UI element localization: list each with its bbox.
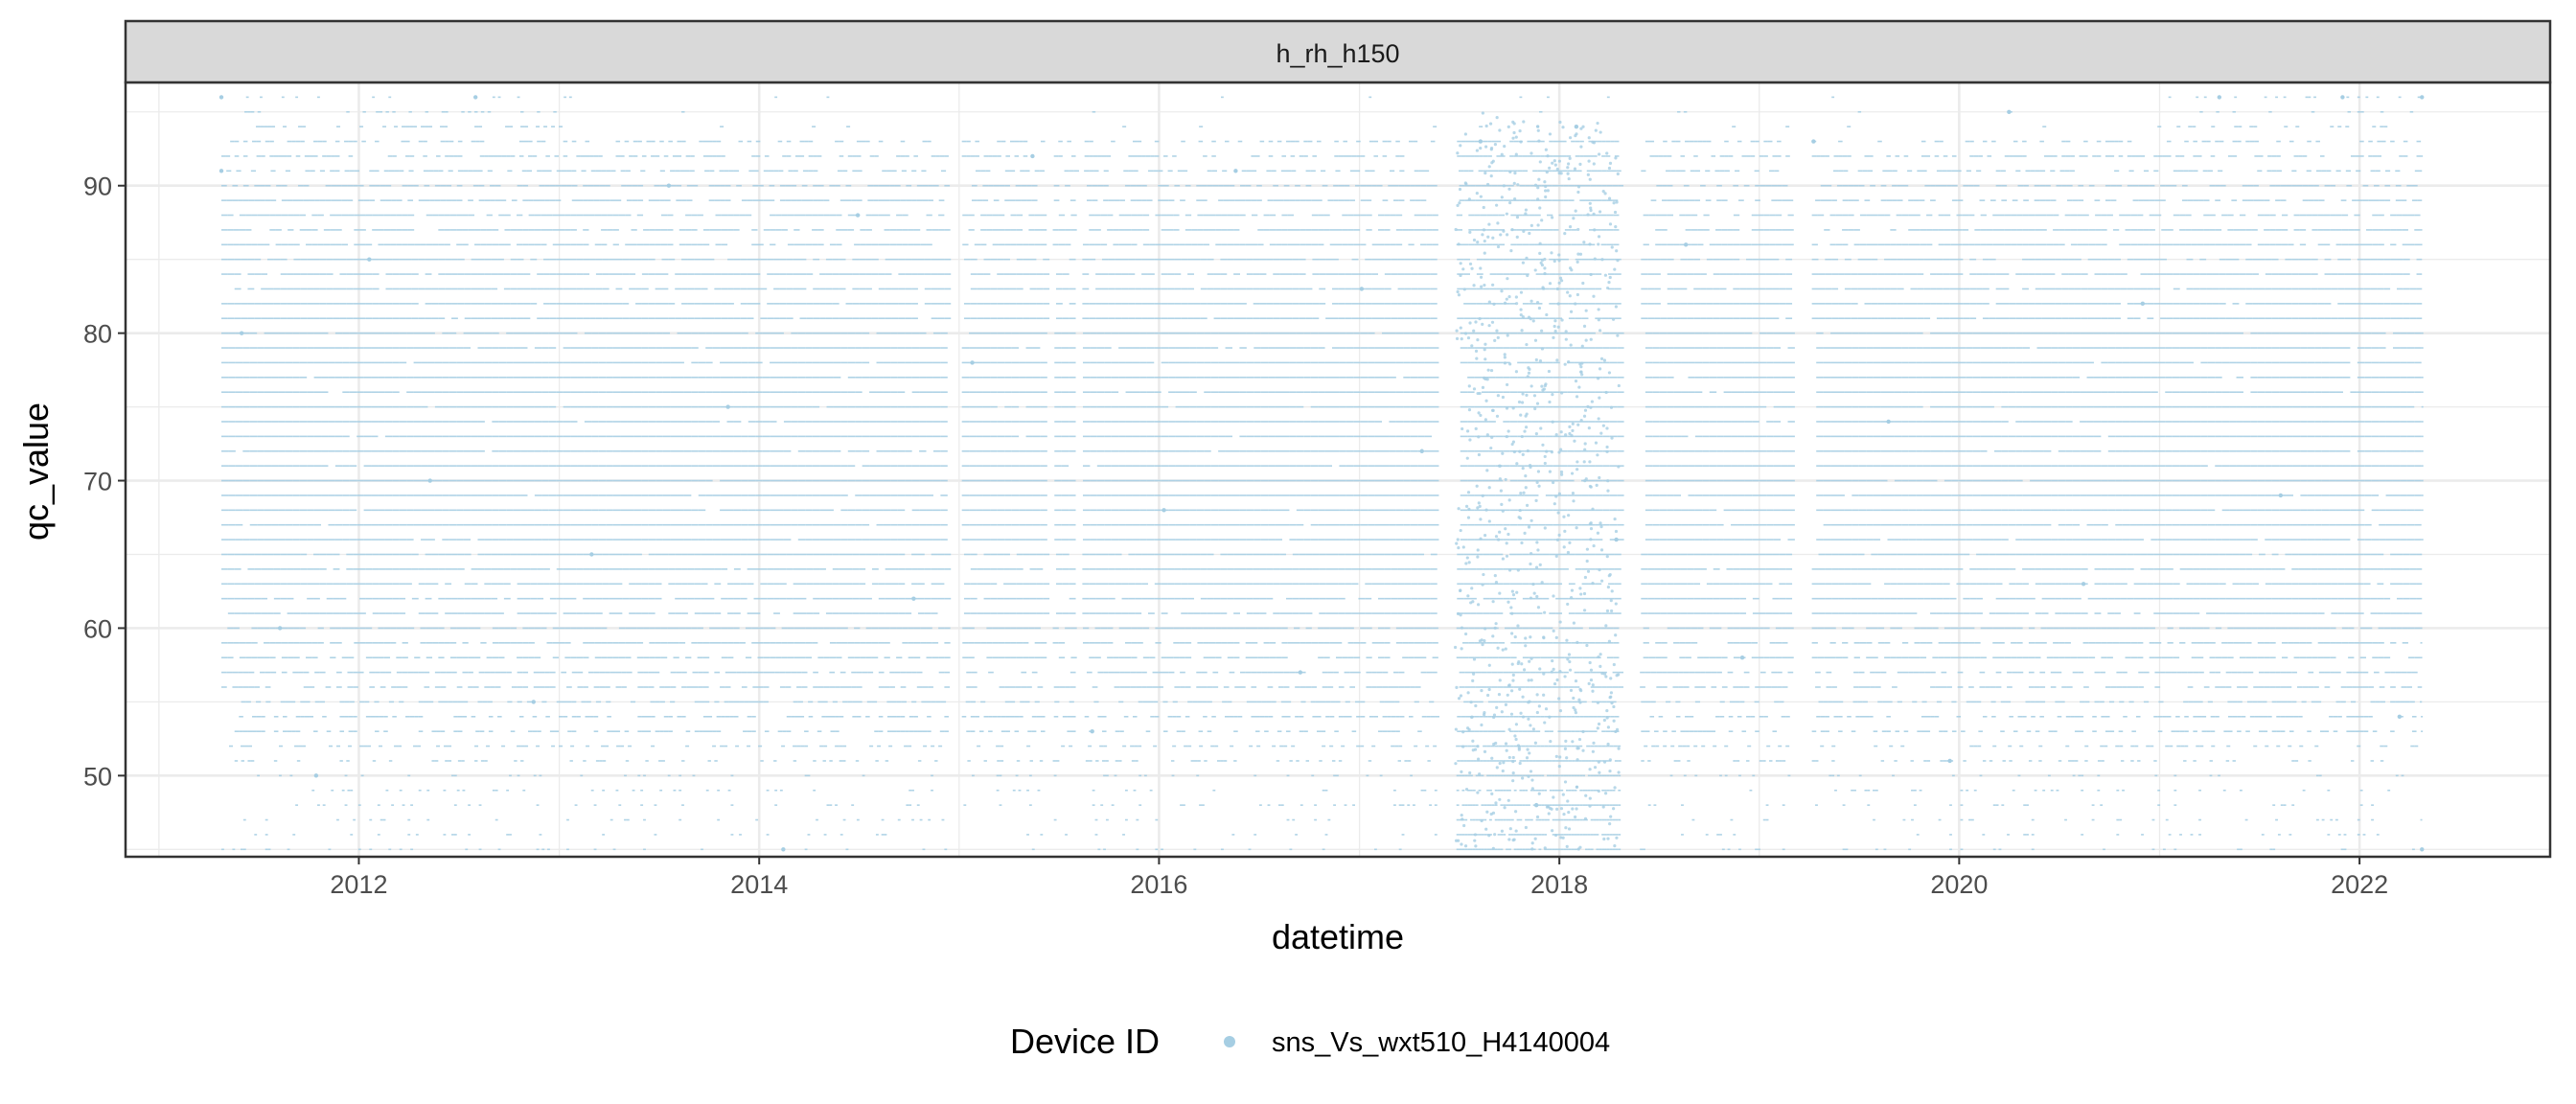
- panel-background: [126, 82, 2550, 857]
